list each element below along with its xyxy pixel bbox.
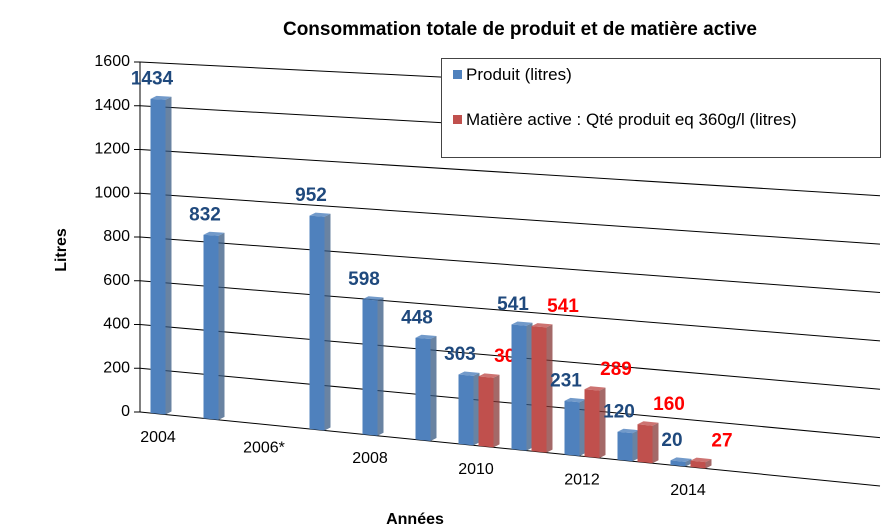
data-label: 1434 xyxy=(131,68,174,89)
bar-top xyxy=(584,386,606,391)
bar xyxy=(584,389,600,458)
data-label: 160 xyxy=(653,394,685,415)
data-label: 289 xyxy=(600,359,632,380)
bar-top xyxy=(150,95,172,100)
grid-line xyxy=(139,192,881,245)
grid-line xyxy=(139,367,881,439)
data-label: 598 xyxy=(348,269,380,290)
grid-line xyxy=(139,236,881,293)
y-tick-label: 600 xyxy=(103,272,130,289)
y-tick-label: 1400 xyxy=(94,97,130,114)
bar-side xyxy=(599,387,606,458)
bar-top xyxy=(637,421,659,426)
bar xyxy=(362,299,378,436)
chart-title: Consommation totale de produit et de mat… xyxy=(283,19,757,40)
bar-side xyxy=(165,96,172,415)
x-tick-label: 2014 xyxy=(670,482,706,499)
bar-side xyxy=(493,374,500,448)
bar xyxy=(415,337,431,442)
legend-item: Matière active : Qté produit eq 360g/l (… xyxy=(453,110,876,129)
data-label: 303 xyxy=(444,344,476,365)
data-label: 952 xyxy=(295,185,327,206)
y-tick-label: 1200 xyxy=(94,141,130,158)
bar-top xyxy=(478,373,500,378)
grid-line xyxy=(139,324,881,390)
data-label: 27 xyxy=(711,430,732,451)
data-label: 231 xyxy=(550,371,582,392)
legend-label: Produit (litres) xyxy=(466,65,572,84)
bar-side xyxy=(526,322,533,451)
x-tick-label: 2010 xyxy=(458,461,494,478)
bar xyxy=(670,460,686,467)
bar xyxy=(511,324,527,451)
bar-side xyxy=(546,324,553,453)
bar xyxy=(564,400,580,456)
bar-side xyxy=(579,399,586,456)
data-label: 20 xyxy=(661,430,682,451)
bar-top xyxy=(617,428,639,434)
y-tick-label: 1000 xyxy=(94,184,130,201)
bar-top xyxy=(309,212,331,217)
bar-top xyxy=(690,457,712,463)
bar xyxy=(478,376,494,448)
bar-top xyxy=(203,231,225,236)
bar-side xyxy=(324,213,331,431)
y-tick-label: 200 xyxy=(103,359,130,376)
bar xyxy=(690,460,706,469)
bar-side xyxy=(685,458,692,467)
data-label: 832 xyxy=(189,204,221,225)
legend-label: Matière active : Qté produit eq 360g/l (… xyxy=(466,110,797,129)
bar-side xyxy=(377,297,384,436)
x-tick-label: 2004 xyxy=(140,429,176,446)
bar xyxy=(203,234,219,420)
legend: Produit (litres) Matière active : Qté pro… xyxy=(441,58,881,158)
bar-side xyxy=(218,232,225,420)
bar-top xyxy=(458,371,480,376)
x-tick-label: 2012 xyxy=(564,471,600,488)
bar-side xyxy=(632,430,639,462)
x-tick-label: 2008 xyxy=(352,450,388,467)
bar xyxy=(458,374,474,446)
y-tick-label: 400 xyxy=(103,316,130,333)
y-tick-label: 1600 xyxy=(94,53,130,70)
bar xyxy=(617,431,633,462)
bar-top xyxy=(531,323,553,328)
data-label: 541 xyxy=(547,296,579,317)
bar xyxy=(637,424,653,464)
bar-side xyxy=(430,335,437,442)
y-tick-label: 800 xyxy=(103,228,130,245)
bar-top xyxy=(415,334,437,339)
bar xyxy=(150,98,166,415)
bar-top xyxy=(670,457,692,462)
legend-item: Produit (litres) xyxy=(453,65,876,84)
legend-swatch xyxy=(453,70,462,79)
legend-swatch xyxy=(453,115,462,124)
bar xyxy=(531,326,547,453)
x-axis-label: Années xyxy=(386,511,444,528)
grid-line xyxy=(139,411,881,487)
x-tick-label: 2006* xyxy=(243,440,285,457)
y-axis-label: Litres xyxy=(53,228,70,272)
bar-side xyxy=(652,422,659,464)
bar-top xyxy=(564,397,586,403)
bar-side xyxy=(705,459,712,469)
bar-side xyxy=(473,372,480,446)
grid-line xyxy=(139,149,881,197)
bar-top xyxy=(511,321,533,326)
y-tick-label: 0 xyxy=(121,403,130,420)
bar xyxy=(309,215,325,431)
bar-top xyxy=(362,296,384,301)
data-label: 541 xyxy=(497,294,529,315)
grid-line xyxy=(139,280,881,342)
data-label: 448 xyxy=(401,307,433,328)
data-label: 120 xyxy=(603,401,635,422)
